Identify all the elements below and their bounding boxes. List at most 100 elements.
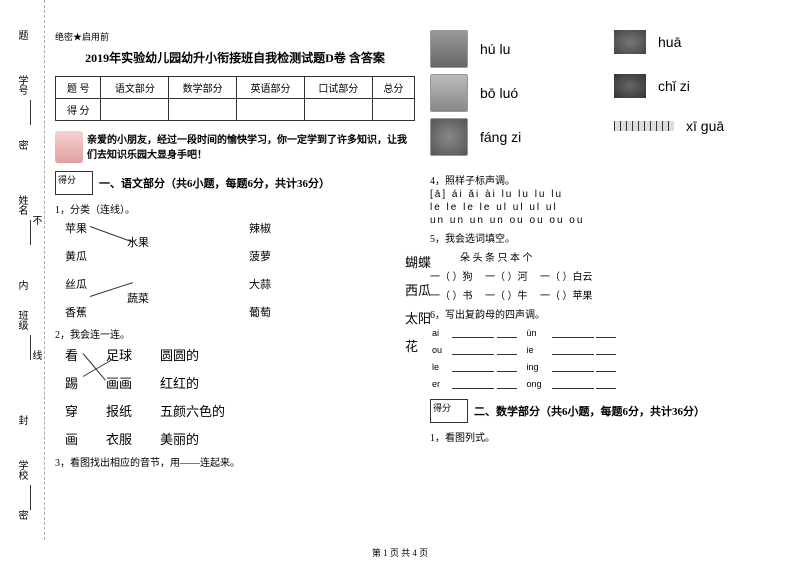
pinyin: bō luó [480, 85, 540, 101]
q2-match: 看 踢 穿 画 足球 画画 报纸 衣服 圆圆的 红红的 五颜六色的 美丽的 [55, 343, 415, 450]
pic-row: fáng zi [430, 118, 606, 156]
tone-r: ing [527, 359, 550, 374]
margin-tag-bu: 不 [28, 215, 43, 225]
section-title-math: 二、数学部分（共6小题，每题6分，共计36分） [474, 403, 705, 419]
blank[interactable] [452, 361, 494, 372]
q1-left-col: 苹果 黄瓜 丝瓜 香蕉 [65, 220, 87, 320]
ruler-icon [614, 121, 674, 131]
section-title-chinese: 一、语文部分（共6小题，每题6分，共计36分） [99, 175, 330, 191]
item: 丝瓜 [65, 276, 87, 292]
q1-mid-col: 水果 蔬菜 [127, 220, 149, 320]
item: 黄瓜 [65, 248, 87, 264]
question-6: 6，写出复韵母的四声调。 [430, 306, 790, 321]
score-table: 题 号 语文部分 数学部分 英语部分 口试部分 总分 得 分 [55, 76, 415, 121]
tone-r: ün [527, 325, 550, 340]
pic-col1: hú lu bō luó fáng zi [430, 30, 606, 162]
pic-row: bō luó [430, 74, 606, 112]
pinyin: huā [658, 34, 718, 50]
table-row: ou ie [432, 342, 624, 357]
line-icon [83, 353, 106, 380]
margin-tag-mi2: 密 [14, 510, 29, 520]
blank[interactable] [497, 327, 517, 338]
blank[interactable] [596, 361, 616, 372]
item: 穿 [65, 401, 78, 420]
cell-blank[interactable] [372, 99, 414, 121]
item: 花 [405, 336, 431, 355]
blank[interactable] [552, 344, 594, 355]
table-row: le ing [432, 359, 624, 374]
blank[interactable] [596, 327, 616, 338]
q5-fill-row: 一（ ）书 一（ ）牛 一（ ）苹果 [430, 287, 790, 302]
item: 报纸 [106, 401, 132, 420]
item: 苹果 [65, 220, 87, 236]
q2-far-col: 蝴蝶 西瓜 太阳 花 [395, 250, 441, 357]
margin-tag-xian: 线 [28, 350, 43, 360]
fill: 一（ ）苹果 [540, 291, 593, 302]
item: 香蕉 [65, 304, 87, 320]
blank[interactable] [596, 344, 616, 355]
question-4: 4，照样子标声调。 [430, 172, 790, 187]
table-row: 得 分 [56, 99, 415, 121]
tone-r: ie [527, 342, 550, 357]
q2-right-col: 圆圆的 红红的 五颜六色的 美丽的 [160, 345, 225, 448]
item: 红红的 [160, 373, 225, 392]
table-row: 题 号 语文部分 数学部分 英语部分 口试部分 总分 [56, 77, 415, 99]
margin-label-id: 学号 [14, 75, 29, 95]
blank[interactable] [452, 378, 494, 389]
exam-title: 2019年实验幼儿园幼升小衔接班自我检测试题D卷 含答案 [55, 49, 415, 66]
th-num: 题 号 [56, 77, 101, 99]
margin-underline [30, 485, 31, 510]
q1-match: 苹果 黄瓜 丝瓜 香蕉 水果 蔬菜 辣椒 菠萝 大蒜 葡萄 [55, 218, 415, 322]
blank[interactable] [497, 344, 517, 355]
item: 太阳 [405, 308, 431, 327]
blank[interactable] [552, 327, 594, 338]
blank[interactable] [497, 361, 517, 372]
q5-fill-row: 一（ ）狗 一（ ）河 一（ ）白云 [430, 268, 790, 283]
intro-text: 亲爱的小朋友，经过一段时间的愉快学习，你一定学到了许多知识，让我们去知识乐园大显… [87, 131, 415, 161]
score-box[interactable]: 得分 [430, 399, 468, 423]
q4-row: un un un un ou ou ou ou [430, 215, 790, 226]
pic-row: huā [614, 30, 790, 54]
house-icon [430, 74, 468, 112]
item: 美丽的 [160, 429, 225, 448]
tone-r: ong [527, 376, 550, 391]
table-row: er ong [432, 376, 624, 391]
pic-pinyin-block: hú lu bō luó fáng zi huā chǐ z [430, 30, 790, 162]
question-2: 2，我会连一连。 [55, 326, 415, 341]
q6-table: ai ün ou ie le ing er ong [430, 323, 626, 393]
score-box[interactable]: 得分 [55, 171, 93, 195]
watermelon-icon [614, 30, 646, 54]
item: 衣服 [106, 429, 132, 448]
fill: 一（ ）白云 [540, 272, 593, 283]
pic-col2: huā chǐ zi xī guā [614, 30, 790, 162]
table-row: ai ün [432, 325, 624, 340]
blank[interactable] [552, 378, 594, 389]
blank[interactable] [452, 344, 494, 355]
item: 画画 [106, 373, 132, 392]
blank[interactable] [552, 361, 594, 372]
pineapple-icon [430, 30, 468, 68]
pic-row: xī guā [614, 118, 790, 134]
gourd-icon [430, 118, 468, 156]
cell-blank[interactable] [237, 99, 305, 121]
cell-blank[interactable] [101, 99, 169, 121]
cell-blank[interactable] [304, 99, 372, 121]
th-total: 总分 [372, 77, 414, 99]
blank[interactable] [497, 378, 517, 389]
fill: 一（ ）牛 [485, 291, 528, 302]
margin-underline [30, 100, 31, 125]
pinyin: hú lu [480, 41, 540, 57]
item: 大蒜 [249, 276, 271, 292]
cell-blank[interactable] [169, 99, 237, 121]
item: 葡萄 [249, 304, 271, 320]
margin-tag-nei: 内 [14, 280, 29, 290]
blank[interactable] [596, 378, 616, 389]
th-oral: 口试部分 [304, 77, 372, 99]
q4-row: [ā] ái ǎi ài lu lu lu lu [430, 189, 790, 200]
blank[interactable] [452, 327, 494, 338]
section-header-math: 得分 二、数学部分（共6小题，每题6分，共计36分） [430, 399, 790, 423]
page-footer: 第 1 页 共 4 页 [0, 546, 800, 559]
question-3: 3，看图找出相应的音节，用——连起来。 [55, 454, 415, 469]
cartoon-icon [55, 131, 83, 163]
intro-block: 亲爱的小朋友，经过一段时间的愉快学习，你一定学到了许多知识，让我们去知识乐园大显… [55, 131, 415, 163]
